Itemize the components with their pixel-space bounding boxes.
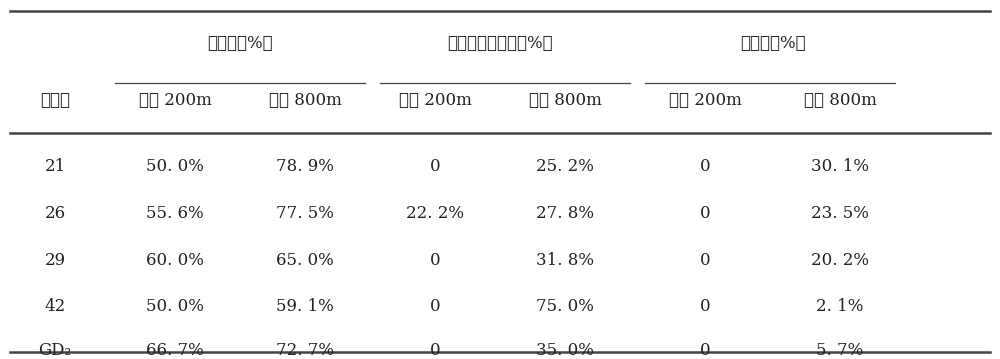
- Text: 0: 0: [700, 341, 710, 359]
- Text: 海拘 200m: 海拘 200m: [669, 92, 741, 109]
- Text: GD₂: GD₂: [38, 341, 72, 359]
- Text: 31. 8%: 31. 8%: [536, 252, 594, 269]
- Text: 35. 0%: 35. 0%: [536, 341, 594, 359]
- Text: 65. 0%: 65. 0%: [276, 252, 334, 269]
- Text: 78. 9%: 78. 9%: [276, 158, 334, 176]
- Text: 30. 1%: 30. 1%: [811, 158, 869, 176]
- Text: 无性系: 无性系: [40, 92, 70, 109]
- Text: 0: 0: [430, 252, 440, 269]
- Text: 23. 5%: 23. 5%: [811, 205, 869, 222]
- Text: 66. 7%: 66. 7%: [146, 341, 204, 359]
- Text: 60. 0%: 60. 0%: [146, 252, 204, 269]
- Text: 0: 0: [700, 298, 710, 316]
- Text: 25. 2%: 25. 2%: [536, 158, 594, 176]
- Text: 22. 2%: 22. 2%: [406, 205, 464, 222]
- Text: 75. 0%: 75. 0%: [536, 298, 594, 316]
- Text: 5. 7%: 5. 7%: [816, 341, 864, 359]
- Text: 0: 0: [430, 298, 440, 316]
- Text: 2. 1%: 2. 1%: [816, 298, 864, 316]
- Text: 结实率（%）: 结实率（%）: [740, 34, 805, 52]
- Text: 27. 8%: 27. 8%: [536, 205, 594, 222]
- Text: 0: 0: [700, 205, 710, 222]
- Text: 海拘 800m: 海拘 800m: [529, 92, 601, 109]
- Text: 0: 0: [700, 158, 710, 176]
- Text: 72. 7%: 72. 7%: [276, 341, 334, 359]
- Text: 20. 2%: 20. 2%: [811, 252, 869, 269]
- Text: 海拘 800m: 海拘 800m: [804, 92, 876, 109]
- Text: 50. 0%: 50. 0%: [146, 158, 204, 176]
- Text: 海拘 800m: 海拘 800m: [269, 92, 341, 109]
- Text: 50. 0%: 50. 0%: [146, 298, 204, 316]
- Text: 有花蒂植株比例（%）: 有花蒂植株比例（%）: [447, 34, 553, 52]
- Text: 59. 1%: 59. 1%: [276, 298, 334, 316]
- Text: 29: 29: [44, 252, 66, 269]
- Text: 21: 21: [44, 158, 66, 176]
- Text: 26: 26: [44, 205, 66, 222]
- Text: 海拘 200m: 海拘 200m: [139, 92, 211, 109]
- Text: 42: 42: [44, 298, 66, 316]
- Text: 保存率（%）: 保存率（%）: [207, 34, 273, 52]
- Text: 77. 5%: 77. 5%: [276, 205, 334, 222]
- Text: 55. 6%: 55. 6%: [146, 205, 204, 222]
- Text: 0: 0: [430, 158, 440, 176]
- Text: 0: 0: [700, 252, 710, 269]
- Text: 0: 0: [430, 341, 440, 359]
- Text: 海拘 200m: 海拘 200m: [399, 92, 471, 109]
